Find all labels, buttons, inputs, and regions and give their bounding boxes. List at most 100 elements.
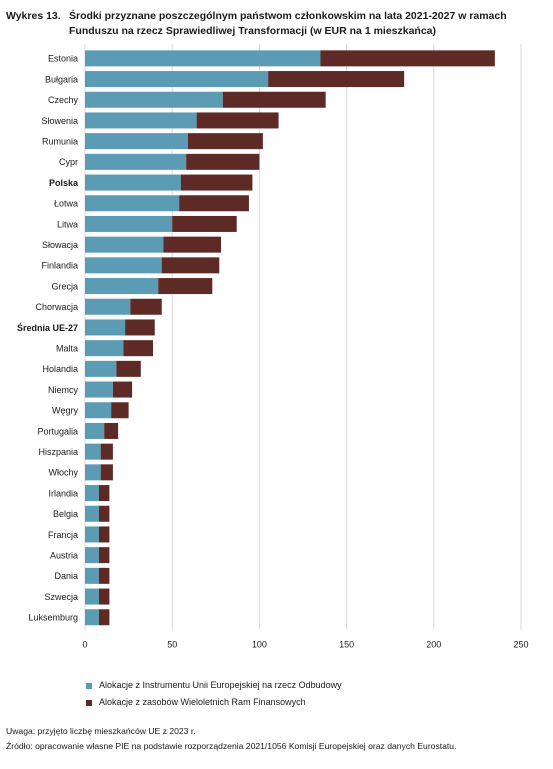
bar-segment	[85, 298, 131, 315]
category-label: Średnia UE-27	[17, 322, 78, 333]
x-tick-label: 150	[339, 640, 354, 650]
category-label: Irlandia	[48, 488, 78, 498]
bar-segment	[85, 257, 162, 274]
category-label: Słowenia	[41, 116, 78, 126]
bar-segment	[85, 236, 164, 253]
bar-segment	[85, 505, 99, 522]
bar-chart: 0 50 100 150 200 250 Estonia Bułgaria Czechy Słow…	[17, 44, 529, 650]
bar-segment	[85, 402, 112, 419]
category-label: Litwa	[57, 219, 78, 229]
bar-segment	[186, 153, 260, 170]
category-label: Chorwacja	[35, 302, 78, 312]
category-label: Holandia	[42, 364, 78, 374]
category-label: Luksemburg	[28, 613, 78, 623]
category-label: Estonia	[48, 54, 78, 64]
bar-segment	[85, 464, 101, 481]
bar-segment	[111, 402, 129, 419]
bar-segment	[172, 215, 237, 232]
bar-segment	[85, 340, 124, 357]
bar-segment	[85, 422, 105, 439]
category-label: Austria	[50, 550, 78, 560]
category-label: Niemcy	[48, 385, 79, 395]
bar-segment	[85, 567, 99, 584]
bar-segment	[116, 360, 141, 377]
bar-segment	[85, 609, 99, 626]
category-label: Węgry	[52, 406, 79, 416]
bar-segment	[85, 526, 99, 543]
bar-segment	[112, 381, 133, 398]
bar-segment	[85, 381, 113, 398]
bar-segment	[222, 91, 326, 108]
x-tick-label: 100	[252, 640, 267, 650]
bar-segment	[98, 588, 110, 605]
bar-segment	[85, 547, 99, 564]
bar-segment	[85, 174, 181, 191]
legend-swatch-series1	[86, 682, 92, 689]
category-label: Hiszpania	[38, 447, 78, 457]
x-tick-label: 250	[513, 640, 528, 650]
category-label: Słowacja	[42, 240, 78, 250]
category-label: Rumunia	[42, 136, 78, 146]
category-label: Szwecja	[44, 592, 78, 602]
bar-segment	[85, 71, 269, 88]
category-label: Polska	[49, 178, 79, 188]
bar-segment	[85, 195, 180, 212]
category-label: Cypr	[59, 157, 78, 167]
bar-segment	[85, 91, 223, 108]
bar-segment	[85, 319, 126, 336]
legend-label-series2: Alokacje z zasobów Wieloletnich Ram Fina…	[99, 697, 306, 707]
bar-segment	[161, 257, 220, 274]
category-label: Grecja	[51, 281, 78, 291]
bar-segment	[179, 195, 249, 212]
bar-segment	[98, 567, 110, 584]
legend: Alokacje z Instrumentu Unii Europejskiej…	[86, 677, 342, 711]
note-text: Uwaga: przyjęto liczbę mieszkańców UE z …	[6, 726, 196, 736]
chart-title-line1: Środki przyznane poszczególnym państwom …	[69, 10, 507, 22]
bar-segment	[85, 485, 99, 502]
bar-segment	[85, 360, 117, 377]
bar-segment	[320, 50, 495, 67]
figure-label: Wykres 13.	[6, 10, 61, 22]
bar-segment	[125, 319, 155, 336]
bar-segment	[123, 340, 154, 357]
x-tick-label: 200	[426, 640, 441, 650]
chart-title-block: Wykres 13. Środki przyznane poszczególnym…	[6, 9, 546, 39]
legend-item-series2: Alokacje z zasobów Wieloletnich Ram Fina…	[86, 694, 342, 711]
category-label: Włochy	[48, 468, 78, 478]
bar-segment	[85, 215, 173, 232]
chart-title-line2: Funduszu na rzecz Sprawiedliwej Transfor…	[69, 25, 437, 37]
category-label: Francja	[48, 530, 78, 540]
category-label: Belgia	[53, 509, 78, 519]
legend-item-series1: Alokacje z Instrumentu Unii Europejskiej…	[86, 677, 342, 694]
bar-segment	[98, 547, 110, 564]
category-label: Finlandia	[41, 261, 78, 271]
bar-segment	[85, 133, 188, 150]
bar-segment	[98, 505, 110, 522]
bar-segment	[85, 278, 159, 295]
legend-label-series1: Alokacje z Instrumentu Unii Europejskiej…	[99, 680, 342, 690]
bar-segment	[268, 71, 405, 88]
bar-segment	[98, 526, 110, 543]
bar-segment	[100, 464, 113, 481]
bar-segment	[196, 112, 279, 129]
bar-segment	[163, 236, 222, 253]
bar-segment	[85, 153, 187, 170]
bar-segment	[100, 443, 113, 460]
bar-segment	[130, 298, 162, 315]
legend-swatch-series2	[86, 699, 92, 706]
category-label: Bułgaria	[45, 74, 78, 84]
bar-segment	[180, 174, 253, 191]
x-tick-label: 50	[167, 640, 177, 650]
bar-segment	[98, 485, 110, 502]
bar-segment	[158, 278, 213, 295]
bar-segment	[85, 50, 321, 67]
source-text: Źródło: opracowanie własne PIE na podsta…	[6, 741, 457, 751]
bar-segment	[85, 112, 197, 129]
bar-segment	[85, 588, 99, 605]
x-tick-label: 0	[82, 640, 87, 650]
category-label: Malta	[56, 343, 78, 353]
category-label: Czechy	[48, 95, 79, 105]
bar-segment	[104, 422, 119, 439]
bar-segment	[85, 443, 101, 460]
bar-segment	[98, 609, 110, 626]
